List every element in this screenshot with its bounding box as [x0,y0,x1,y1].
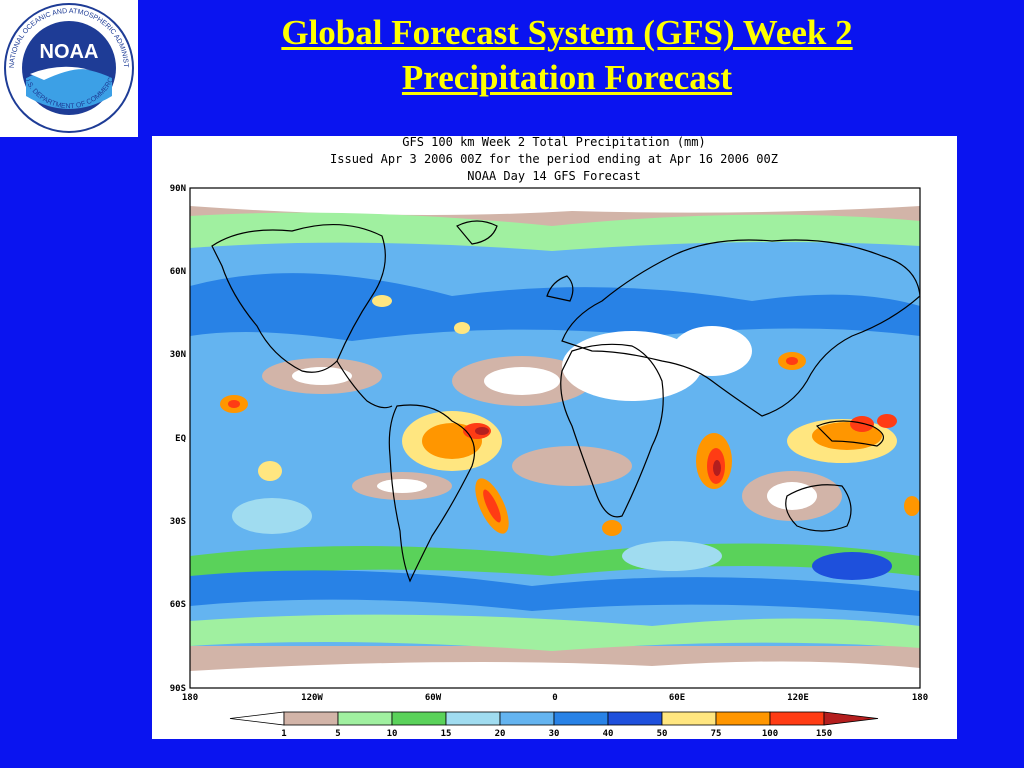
colorbar-label: 75 [711,729,722,739]
colorbar-swatch [769,711,825,726]
lat-label-60s: 60S [170,600,186,610]
map-header-line-1: GFS 100 km Week 2 Total Precipitation (m… [402,136,705,149]
lon-label-0: 0 [552,693,557,703]
colorbar-label: 10 [387,729,398,739]
precipitation-map-panel: GFS 100 km Week 2 Total Precipitation (m… [152,136,957,739]
map-header-line-2: Issued Apr 3 2006 00Z for the period end… [330,152,778,166]
colorbar-label: 40 [603,729,614,739]
lon-label-180e: 180 [912,693,928,703]
colorbar-label: 100 [762,729,778,739]
lat-label-90s: 90S [170,684,186,694]
colorbar-swatch [553,711,609,726]
title-line-2: Precipitation Forecast [401,58,733,97]
lat-label-30s: 30S [170,517,186,527]
coastlines [211,220,920,583]
noaa-seal-icon: NOAA NATIONAL OCEANIC AND ATMOSPHERIC AD… [0,0,134,133]
lon-label-120e: 120E [787,693,809,703]
noaa-logo-text: NOAA [40,41,99,63]
noaa-logo: NOAA NATIONAL OCEANIC AND ATMOSPHERIC AD… [0,0,138,137]
colorbar-swatch [661,711,717,726]
title-line-1: Global Forecast System (GFS) Week 2 [281,13,853,52]
colorbar-label: 50 [657,729,668,739]
precip-field [190,188,920,688]
colorbar-swatch [445,711,501,726]
lon-label-120w: 120W [301,693,323,703]
colorbar: 1 5 10 15 20 30 40 50 75 100 150 [229,711,879,739]
colorbar-swatch [391,711,447,726]
lat-axis: 90N 60N 30N EQ 30S 60S 90S [170,184,187,694]
slide-title: Global Forecast System (GFS) Week 2 Prec… [150,10,984,100]
lon-label-60e: 60E [669,693,685,703]
colorbar-label: 1 [281,729,286,739]
colorbar-high-arrow [823,711,879,726]
lon-label-60w: 60W [425,693,442,703]
colorbar-label: 30 [549,729,560,739]
colorbar-swatch [607,711,663,726]
colorbar-low-arrow [229,711,285,726]
colorbar-label: 150 [816,729,832,739]
lat-label-eq: EQ [175,434,186,444]
colorbar-label: 5 [335,729,340,739]
map-header-line-3: NOAA Day 14 GFS Forecast [467,169,640,183]
lon-label-180w: 180 [182,693,198,703]
colorbar-label: 20 [495,729,506,739]
colorbar-swatch [283,711,339,726]
colorbar-swatch [337,711,393,726]
lat-label-90n: 90N [170,184,186,194]
colorbar-swatch [499,711,555,726]
colorbar-swatch [715,711,771,726]
lat-label-60n: 60N [170,267,186,277]
precipitation-map: GFS 100 km Week 2 Total Precipitation (m… [170,136,928,739]
lat-label-30n: 30N [170,350,186,360]
lon-axis: 180 120W 60W 0 60E 120E 180 [182,693,928,703]
colorbar-label: 15 [441,729,452,739]
